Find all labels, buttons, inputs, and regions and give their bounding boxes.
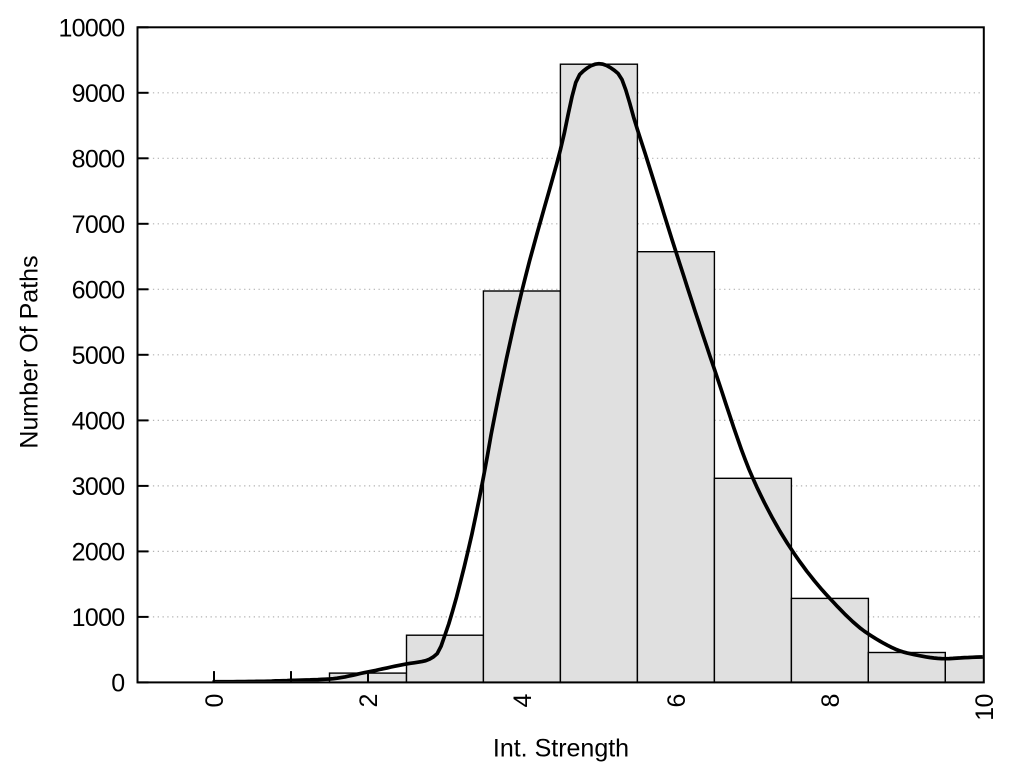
svg-text:4: 4	[509, 694, 537, 708]
svg-text:2000: 2000	[72, 539, 125, 567]
svg-text:9000: 9000	[72, 80, 125, 108]
svg-text:2: 2	[355, 694, 383, 707]
svg-text:10000: 10000	[58, 15, 124, 43]
svg-text:7000: 7000	[72, 211, 125, 239]
svg-text:10: 10	[971, 694, 999, 720]
svg-text:8000: 8000	[72, 146, 125, 174]
svg-text:6: 6	[663, 694, 691, 707]
svg-text:3000: 3000	[72, 473, 125, 501]
svg-text:4000: 4000	[72, 408, 125, 436]
svg-text:0: 0	[111, 670, 124, 698]
svg-text:5000: 5000	[72, 342, 125, 370]
svg-text:6000: 6000	[72, 277, 125, 305]
svg-text:Number Of Paths: Number Of Paths	[16, 255, 44, 448]
svg-text:Int. Strength: Int. Strength	[493, 734, 629, 762]
svg-text:0: 0	[201, 694, 229, 707]
svg-text:8: 8	[817, 694, 845, 707]
svg-text:1000: 1000	[72, 604, 125, 632]
